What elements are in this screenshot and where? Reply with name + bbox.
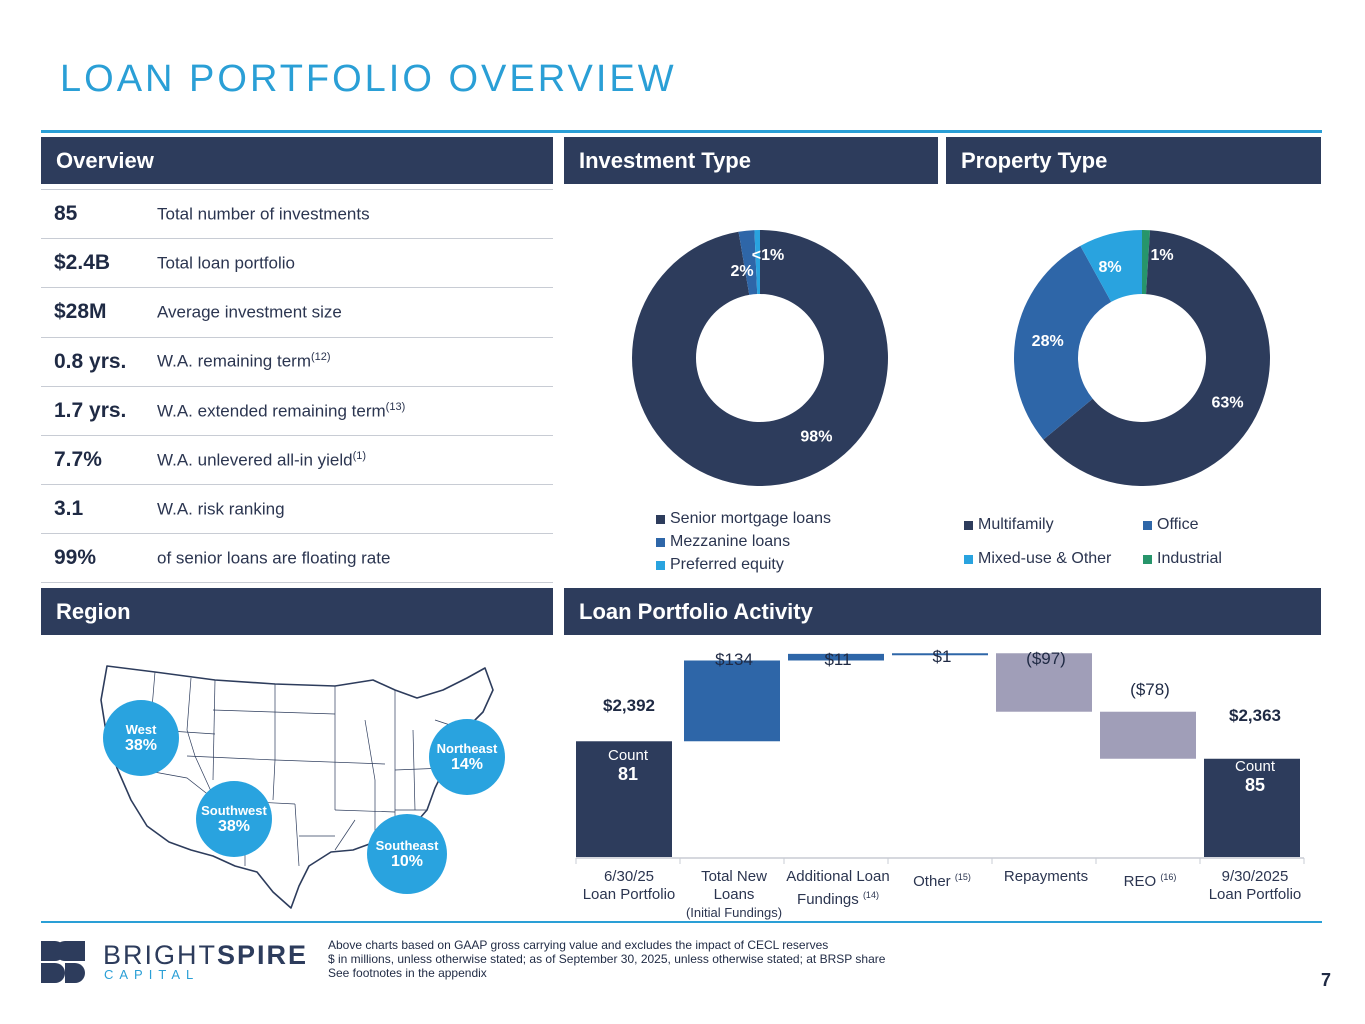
overview-row: $2.4B Total loan portfolio xyxy=(41,238,553,287)
overview-label: W.A. unlevered all-in yield(1) xyxy=(157,449,367,470)
waterfall-bar xyxy=(788,653,884,661)
legend-mixed-use: Mixed-use & Other xyxy=(964,550,1111,568)
wf-axis-repayments: Repayments xyxy=(1003,868,1089,885)
wf-value-other: $1 xyxy=(932,647,952,666)
legend-senior-mortgage: Senior mortgage loans xyxy=(656,510,831,528)
overview-row: 99% of senior loans are floating rate xyxy=(41,533,553,583)
footnotes: Above charts based on GAAP gross carryin… xyxy=(328,938,885,980)
wf-axis-additional: Additional Loan Fundings (14) xyxy=(786,868,890,908)
wf-axis-other: Other (15) xyxy=(913,872,971,890)
footnote-line: $ in millions, unless otherwise stated; … xyxy=(328,952,886,966)
wf-axis-end: 9/30/2025 Loan Portfolio xyxy=(1208,868,1302,903)
legend-swatch xyxy=(656,514,665,524)
wf-axis-start: 6/30/25 Loan Portfolio xyxy=(582,868,676,903)
wf-count-end: Total Loan Count 85 xyxy=(1220,739,1290,795)
region-southeast: Southeast 10% xyxy=(367,814,447,894)
legend-swatch xyxy=(964,554,973,564)
overview-label: Total loan portfolio xyxy=(157,253,295,273)
waterfall-bar xyxy=(684,660,780,742)
brand-subtitle: CAPITAL xyxy=(104,967,200,982)
legend-swatch xyxy=(1143,554,1152,564)
donut-slice-mixed-use-other xyxy=(1080,230,1142,302)
page-number: 7 xyxy=(1320,970,1331,990)
wf-value-end: $2,363 xyxy=(1229,706,1281,725)
donut-slice-senior-mortgage-loans xyxy=(632,230,888,486)
overview-value: $2.4B xyxy=(54,251,111,275)
overview-value: 0.8 yrs. xyxy=(54,349,127,373)
overview-value: $28M xyxy=(54,300,107,324)
legend-preferred-equity: Preferred equity xyxy=(656,556,784,574)
wf-value-reo: ($78) xyxy=(1130,680,1170,699)
brand-name: BRIGHTSPIRE xyxy=(103,940,309,970)
wf-count-start: Total Loan Count 81 xyxy=(593,728,663,784)
donut-label: 1% xyxy=(1150,247,1173,264)
wf-value-start: $2,392 xyxy=(603,696,655,715)
overview-label: W.A. extended remaining term(13) xyxy=(157,400,406,421)
legend-multifamily: Multifamily xyxy=(964,516,1054,534)
donut-slice-mezzanine-loans xyxy=(738,230,758,295)
region-northeast: Northeast 14% xyxy=(429,719,505,795)
legend-swatch xyxy=(1143,520,1152,530)
footer-rule xyxy=(41,921,1322,923)
legend-swatch xyxy=(656,537,665,547)
waterfall-bar xyxy=(996,653,1092,712)
overview-row: 7.7% W.A. unlevered all-in yield(1) xyxy=(41,434,553,484)
donut-label: 8% xyxy=(1098,259,1121,276)
region-header: Region xyxy=(41,588,553,635)
donut-slice-preferred-equity xyxy=(754,230,760,295)
overview-value: 7.7% xyxy=(54,448,102,472)
investment-type-donut: 98% 2%<1% xyxy=(632,230,888,486)
overview-value: 99% xyxy=(54,545,97,569)
donut-slice-multifamily xyxy=(1043,230,1270,486)
legend-swatch xyxy=(964,520,973,530)
donut-slice-office xyxy=(1014,245,1112,440)
waterfall-bar xyxy=(892,653,988,656)
wf-axis-new-loans: Total New Loans (Initial Fundings) xyxy=(685,868,783,920)
overview-row: 1.7 yrs. W.A. extended remaining term(13) xyxy=(41,385,553,435)
loan-activity-waterfall xyxy=(575,653,1305,864)
overview-row: 0.8 yrs. W.A. remaining term(12) xyxy=(41,336,553,386)
donut-label: <1% xyxy=(752,247,784,264)
overview-row: 85 Total number of investments xyxy=(41,189,553,238)
donut-label: 2% xyxy=(730,263,753,280)
donut-label: 28% xyxy=(1032,333,1064,350)
wf-value-new-loans: $134 xyxy=(715,650,753,669)
investment-type-header: Investment Type xyxy=(564,137,938,184)
overview-label: W.A. risk ranking xyxy=(157,499,285,519)
overview-row: $28M Average investment size xyxy=(41,287,553,336)
property-type-header: Property Type xyxy=(946,137,1321,184)
page-title: LOAN PORTFOLIO OVERVIEW xyxy=(60,58,677,100)
overview-label: Total number of investments xyxy=(157,204,370,224)
donut-label: 98% xyxy=(800,429,832,446)
wf-value-additional: $11 xyxy=(824,650,852,669)
waterfall-bar xyxy=(1204,758,1300,857)
footnote-line: Above charts based on GAAP gross carryin… xyxy=(328,938,829,952)
region-southwest: Southwest 38% xyxy=(196,781,272,857)
overview-value: 85 xyxy=(54,202,78,226)
waterfall-bar xyxy=(576,741,672,857)
donut-label: 63% xyxy=(1212,395,1244,412)
overview-table: 85 Total number of investments $2.4B Total… xyxy=(41,189,553,583)
legend-office: Office xyxy=(1143,516,1199,534)
overview-value: 1.7 yrs. xyxy=(54,398,127,422)
brightspire-logo-icon xyxy=(41,941,85,983)
legend-mezzanine: Mezzanine loans xyxy=(656,533,790,551)
overview-label: W.A. remaining term(12) xyxy=(157,351,331,371)
wf-axis-reo: REO (16) xyxy=(1123,872,1177,890)
legend-swatch xyxy=(656,560,665,570)
activity-header: Loan Portfolio Activity xyxy=(564,588,1321,635)
property-type-donut: 1% 63% 28% 8% xyxy=(1014,230,1270,486)
title-rule xyxy=(41,130,1322,133)
footnote-line: See footnotes in the appendix xyxy=(328,966,487,980)
wf-value-repayments: ($97) xyxy=(1026,649,1066,668)
donut-slice-industrial xyxy=(1142,230,1151,295)
legend-industrial: Industrial xyxy=(1143,550,1222,568)
overview-label: of senior loans are floating rate xyxy=(157,548,391,568)
overview-header: Overview xyxy=(41,137,553,184)
region-west: West 38% xyxy=(103,700,179,776)
overview-value: 3.1 xyxy=(54,497,84,521)
overview-label: Average investment size xyxy=(157,302,342,322)
overview-row: 3.1 W.A. risk ranking xyxy=(41,484,553,533)
waterfall-bar xyxy=(1100,711,1196,759)
